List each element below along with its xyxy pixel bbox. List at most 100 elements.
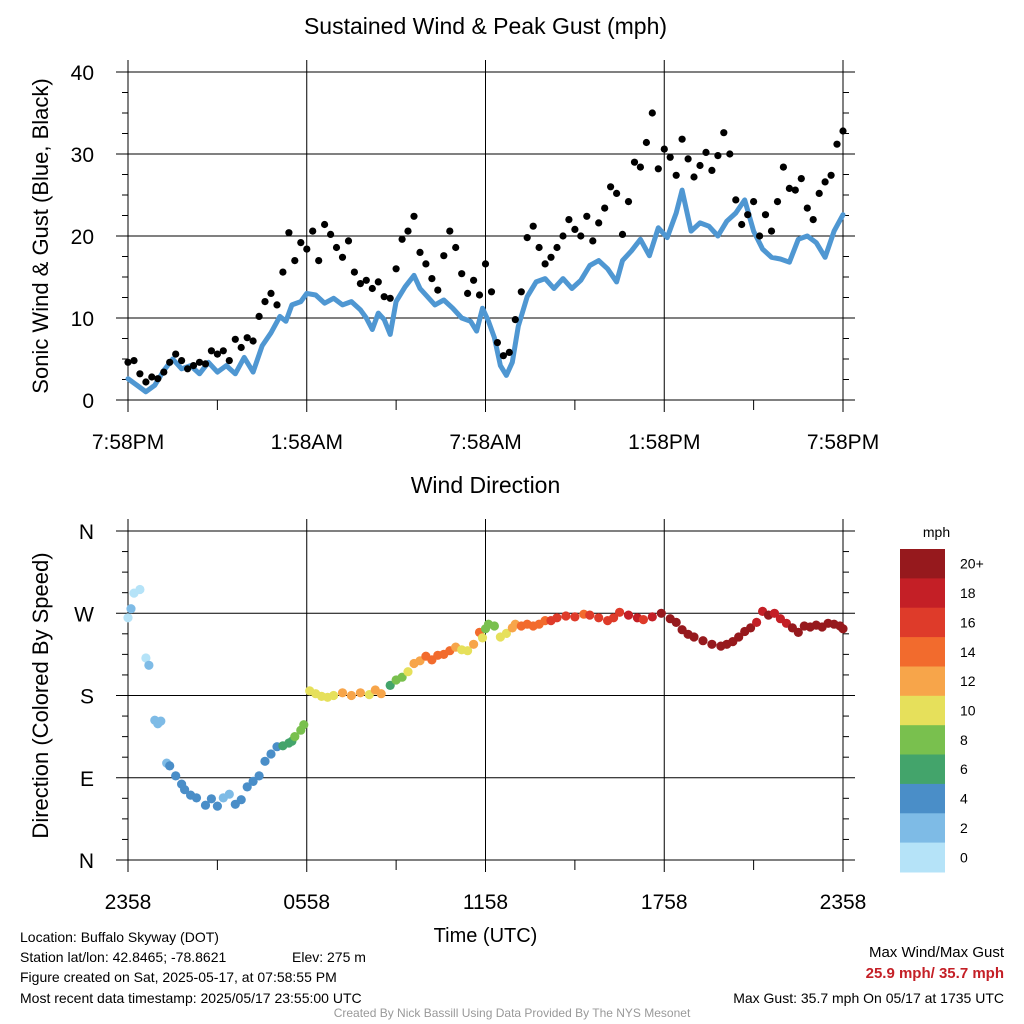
gust-point — [237, 343, 245, 352]
direction-point — [144, 660, 154, 670]
gust-point — [702, 148, 710, 156]
x-tick-label: 2358 — [105, 891, 152, 914]
gust-point — [440, 252, 448, 260]
gust-point — [392, 265, 400, 273]
gust-point — [738, 220, 746, 229]
direction-point — [337, 688, 348, 698]
gust-point — [815, 189, 823, 197]
gust-point — [416, 248, 424, 256]
direction-point — [734, 632, 744, 642]
gust-point — [517, 288, 525, 296]
direction-point — [260, 756, 270, 766]
gust-point — [672, 171, 680, 179]
gust-point — [773, 198, 782, 206]
colorbar-label: 12 — [960, 673, 976, 689]
gust-point — [374, 278, 382, 286]
direction-point — [206, 794, 216, 804]
gust-point — [595, 219, 603, 227]
direction-point — [385, 680, 395, 691]
gust-point — [553, 243, 561, 252]
direction-point — [609, 613, 619, 623]
direction-point — [689, 632, 699, 642]
colorbar-swatch — [900, 754, 945, 785]
station-latlon-text: Station lat/lon: 42.8465; -78.8621 — [20, 949, 227, 965]
x-tick-label: 1158 — [463, 891, 508, 914]
gust-point — [315, 257, 323, 265]
gust-point — [618, 230, 627, 238]
y-tick-label: 20 — [71, 226, 94, 249]
colorbar-unit: mph — [923, 524, 950, 540]
gust-point — [750, 198, 758, 206]
gust-point — [124, 358, 132, 366]
colorbar-label: 6 — [960, 761, 968, 777]
gust-point — [327, 230, 335, 238]
gust-point — [589, 237, 597, 245]
gust-point — [624, 198, 633, 206]
gust-point — [666, 153, 674, 161]
direction-point — [171, 771, 181, 781]
gust-point — [273, 301, 281, 309]
direction-point — [290, 732, 300, 742]
gust-point — [356, 280, 364, 288]
figure-created-text: Figure created on Sat, 2025-05-17, at 07… — [20, 969, 337, 985]
gust-point — [541, 260, 549, 268]
colorbar-swatch — [900, 842, 945, 873]
direction-point — [501, 628, 511, 639]
direction-point — [165, 761, 175, 771]
y-tick-label: 30 — [71, 144, 94, 167]
gust-point — [648, 109, 656, 117]
direction-point — [224, 789, 234, 799]
gust-point — [434, 286, 442, 294]
x-tick-label: 0558 — [283, 891, 330, 914]
gust-point — [630, 158, 639, 166]
gust-point — [410, 212, 418, 220]
direction-point — [397, 672, 407, 682]
gust-point — [207, 347, 215, 355]
gust-point — [267, 289, 275, 297]
gust-point — [243, 334, 251, 342]
colorbar-label: 2 — [960, 820, 968, 836]
gust-point — [732, 196, 740, 204]
gust-point — [428, 275, 436, 283]
x-tick-label: 1:58PM — [628, 431, 700, 454]
gust-point — [660, 145, 668, 153]
gust-point — [380, 293, 388, 301]
gust-point — [261, 298, 269, 306]
direction-point — [156, 716, 166, 726]
gust-point — [452, 243, 460, 252]
gust-point — [297, 239, 305, 247]
direction-point — [698, 636, 708, 646]
colorbar-label: 4 — [960, 791, 968, 807]
gust-point — [767, 227, 776, 235]
x-tick-label: 7:58PM — [92, 431, 164, 454]
elevation-text: Elev: 275 m — [292, 949, 366, 965]
gust-point — [136, 370, 144, 378]
direction-point — [561, 611, 571, 621]
location-text: Location: Buffalo Skyway (DOT) — [20, 929, 219, 945]
direction-point — [254, 771, 264, 781]
x-axis-label: Time (UTC) — [434, 925, 538, 947]
credit-text: Created By Nick Bassill Using Data Provi… — [333, 1006, 691, 1020]
gust-point — [344, 237, 353, 245]
max-wind-gust-label: Max Wind/Max Gust — [868, 944, 1004, 961]
gust-point — [565, 216, 573, 224]
colorbar-label: 14 — [960, 644, 976, 660]
direction-point — [346, 690, 356, 701]
gust-point — [279, 268, 287, 276]
gust-point — [708, 166, 716, 174]
gust-point — [696, 161, 704, 170]
gust-point — [720, 129, 728, 137]
gust-point — [195, 358, 204, 366]
gust-point — [338, 253, 347, 261]
gust-point — [475, 291, 484, 299]
y-tick-label: N — [79, 850, 94, 873]
x-tick-label: 1:58AM — [271, 431, 343, 454]
direction-point — [615, 607, 625, 617]
gust-point — [613, 189, 621, 197]
gust-point — [154, 375, 162, 383]
gust-point — [350, 268, 358, 276]
gust-point — [529, 222, 537, 230]
direction-point — [838, 624, 848, 634]
gust-point — [756, 232, 764, 240]
y-tick-label: E — [80, 768, 94, 791]
